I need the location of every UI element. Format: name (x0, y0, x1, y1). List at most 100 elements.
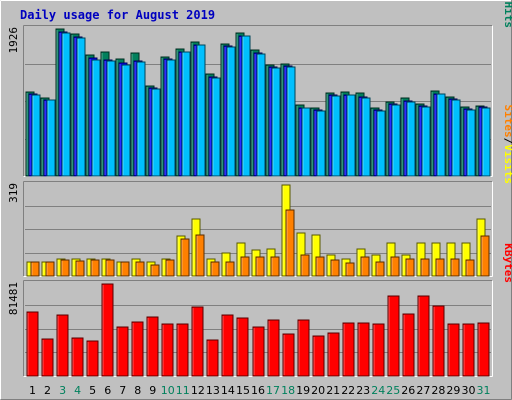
bar-kbytes (131, 321, 144, 377)
bar-sites (480, 235, 490, 277)
bar-kbytes (191, 306, 204, 377)
bar-pages (196, 44, 206, 177)
y-max-label: 319 (7, 183, 20, 203)
bar-pages (31, 94, 41, 177)
bar-kbytes (252, 326, 265, 377)
bar-sites (465, 259, 475, 277)
bar-pages (226, 46, 236, 177)
bar-pages (406, 101, 416, 177)
bar-pages (481, 107, 491, 177)
bar-pages (286, 66, 296, 177)
bar-pages (361, 97, 371, 177)
panel-kbytes: 81481 KBytes (7, 243, 512, 377)
bar-kbytes (402, 313, 415, 377)
panel-sites-visits: 319 Sites/Visits (7, 105, 512, 277)
bar-kbytes (357, 322, 370, 377)
bar-sites (210, 261, 220, 277)
bar-pages (166, 59, 176, 177)
x-tick-label: 23 (356, 384, 370, 397)
bar-sites (30, 261, 40, 277)
bar-pages (106, 60, 116, 177)
bar-pages (181, 51, 191, 177)
bar-pages (376, 110, 386, 177)
x-tick-label: 2 (44, 384, 51, 397)
chart-title: Daily usage for August 2019 (20, 8, 215, 22)
legend-separator: / (502, 0, 512, 2)
x-tick-label: 4 (74, 384, 81, 397)
x-tick-label: 22 (341, 384, 355, 397)
bar-kbytes (387, 295, 400, 377)
bar-kbytes (101, 283, 114, 377)
bar-sites (345, 262, 355, 277)
bar-sites (150, 264, 160, 277)
bar-sites (315, 256, 325, 277)
bar-kbytes (297, 319, 310, 377)
bar-pages (256, 53, 266, 177)
bar-pages (136, 61, 146, 177)
bar-sites (285, 209, 295, 277)
x-tick-label: 15 (236, 384, 250, 397)
bar-kbytes (221, 314, 234, 377)
bar-sites (90, 259, 100, 277)
bar-pages (61, 32, 71, 177)
bar-pages (346, 94, 356, 177)
x-tick-label: 13 (206, 384, 220, 397)
bar-kbytes (41, 338, 54, 377)
x-tick-label: 6 (104, 384, 111, 397)
x-tick-label: 25 (386, 384, 400, 397)
x-tick-label: 8 (134, 384, 141, 397)
bar-sites (180, 238, 190, 277)
bar-kbytes (267, 319, 280, 377)
panel-legend: Sites/Visits (502, 105, 512, 185)
bar-sites (375, 261, 385, 277)
x-tick-label: 1 (29, 384, 36, 397)
bar-pages (151, 88, 161, 177)
bar-sites (300, 254, 310, 277)
x-tick-label: 18 (281, 384, 295, 397)
bar-kbytes (462, 323, 475, 377)
bar-sites (165, 259, 175, 277)
bar-kbytes (206, 339, 219, 377)
bar-pages (391, 104, 401, 177)
bar-kbytes (26, 311, 39, 377)
bar-pages (121, 64, 131, 177)
x-tick-label: 28 (431, 384, 445, 397)
legend-visits: Visits (502, 144, 512, 184)
bar-kbytes (282, 333, 295, 377)
panels-group: 1926 Pages/Files/Hits 319 Sites/Visits 81481… (7, 0, 512, 377)
bar-kbytes (432, 305, 445, 377)
bar-pages (46, 99, 56, 177)
bar-pages (421, 106, 431, 177)
x-tick-label: 26 (401, 384, 415, 397)
x-tick-label: 20 (311, 384, 325, 397)
x-tick-label: 12 (191, 384, 205, 397)
panel-pages-files-hits: 1926 Pages/Files/Hits (7, 0, 512, 177)
bar-sites (105, 259, 115, 277)
y-max-label: 1926 (7, 27, 20, 54)
x-tick-label: 10 (161, 384, 175, 397)
panel-legend: Pages/Files/Hits (502, 0, 512, 28)
x-tick-label: 11 (176, 384, 190, 397)
bar-kbytes (236, 317, 249, 377)
panel-legend: KBytes (502, 243, 512, 283)
bar-pages (271, 67, 281, 177)
bar-kbytes (447, 323, 460, 377)
bar-pages (211, 77, 221, 177)
bar-pages (331, 95, 341, 177)
bar-kbytes (56, 314, 69, 377)
x-tick-label: 29 (446, 384, 460, 397)
bar-sites (270, 256, 280, 277)
bar-pages (451, 99, 461, 177)
legend-kbytes: KBytes (502, 243, 512, 283)
bar-kbytes (342, 322, 355, 377)
bar-pages (91, 59, 101, 177)
bar-pages (436, 93, 446, 177)
bar-pages (466, 109, 476, 177)
bar-kbytes (312, 335, 325, 377)
bar-sites (135, 261, 145, 277)
bar-pages (316, 110, 326, 177)
bar-kbytes (477, 322, 490, 377)
x-tick-label: 3 (59, 384, 66, 397)
bar-sites (75, 260, 85, 277)
